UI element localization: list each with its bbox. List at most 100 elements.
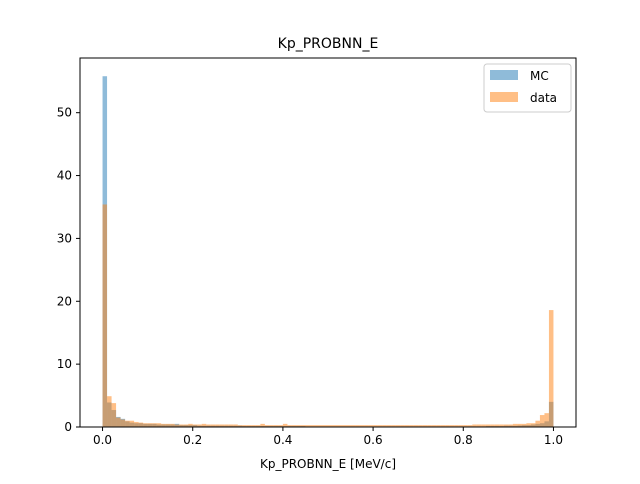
bar-data-bin-87 [494,424,500,427]
bar-data-bin-8 [138,422,144,427]
bar-data-bin-13 [161,423,166,427]
y-tick-label: 0 [64,420,72,434]
bar-data-bin-39 [278,425,283,427]
bar-data-bin-3 [116,417,121,427]
bar-data-bin-78 [454,425,459,427]
bar-data-bin-56 [355,425,360,427]
y-tick-label: 50 [57,106,72,120]
bar-data-bin-15 [170,423,175,427]
bar-data-bin-26 [219,424,225,427]
bar-data-bin-12 [156,423,162,427]
bar-data-bin-16 [174,424,180,427]
bar-data-bin-72 [427,425,432,427]
bar-data-bin-79 [458,425,464,427]
bar-data-bin-46 [309,425,315,427]
bar-data-bin-38 [273,425,279,427]
bar-data-bin-43 [296,425,301,427]
bar-data-bin-18 [183,424,189,427]
bar-data-bin-66 [400,425,405,427]
bar-data-bin-1 [107,396,112,427]
bar-data-bin-84 [481,424,486,427]
bar-data-bin-80 [463,425,468,427]
bar-data-bin-41 [287,425,292,427]
bar-data-bin-42 [291,425,297,427]
bar-data-bin-36 [264,425,270,427]
bar-data-bin-89 [503,424,509,427]
bar-data-bin-44 [300,425,306,427]
bar-data-bin-95 [530,423,536,427]
bar-data-bin-57 [359,425,365,427]
y-tick-label: 40 [57,169,72,183]
x-tick-label: 0.8 [454,433,473,447]
bar-data-bin-4 [120,419,126,427]
bar-data-bin-73 [431,425,437,427]
bar-data-bin-11 [152,423,157,427]
bar-data-bin-20 [192,424,198,427]
bar-data-bin-59 [368,425,374,427]
bar-data-bin-19 [188,423,193,427]
bar-data-bin-99 [548,310,554,427]
x-tick-label: 0.2 [183,433,202,447]
bar-data-bin-27 [224,424,229,427]
bar-data-bin-10 [147,423,153,427]
bar-data-bin-90 [508,424,513,427]
bar-data-bin-94 [526,423,531,427]
bar-data-bin-86 [490,424,495,427]
y-axis: 0 10 20 30 40 50 [57,106,80,434]
x-tick-label: 0.4 [273,433,292,447]
bar-data-bin-5 [125,420,130,427]
bar-data-bin-98 [544,413,549,427]
bar-data-bin-58 [364,425,369,427]
bar-data-bin-88 [499,424,504,427]
bar-data-bin-68 [409,425,414,427]
bar-data-bin-33 [251,425,256,427]
bar-data-bin-64 [391,425,396,427]
legend-label-mc: MC [530,69,549,83]
bar-data-bin-63 [386,425,392,427]
bar-data-bin-21 [197,424,202,427]
y-tick-label: 20 [57,294,72,308]
bar-data-bin-0 [102,204,108,427]
x-axis: 0.0 0.2 0.4 0.6 0.8 1.0 [93,427,563,447]
bar-data-bin-97 [539,415,545,427]
x-axis-label: Kp_PROBNN_E [MeV/c] [260,457,396,471]
bar-data-bin-60 [373,425,378,427]
bar-data-bin-76 [445,425,450,427]
bar-data-bin-54 [346,425,351,427]
bar-data-bin-69 [413,425,419,427]
bar-data-bin-35 [260,423,265,427]
bar-data-bin-14 [165,423,171,427]
bar-data-bin-53 [341,425,347,427]
bar-data-bin-17 [179,424,184,427]
bar-data-bin-34 [255,425,261,427]
bar-data-bin-52 [337,425,342,427]
x-tick-label: 0.6 [364,433,383,447]
bar-data-bin-55 [350,425,356,427]
bar-data-bin-50 [328,425,333,427]
bar-data-bin-77 [449,425,455,427]
bar-data-bin-2 [111,403,117,427]
bar-data-bin-47 [314,425,319,427]
bar-data-bin-85 [485,424,491,427]
legend-label-data: data [530,91,557,105]
bar-data-bin-25 [215,424,220,427]
bar-data-bin-82 [472,424,477,427]
y-tick-label: 30 [57,231,72,245]
bar-data-bin-22 [201,423,207,427]
bar-data-bin-83 [476,424,482,427]
bar-data-bin-6 [129,420,135,427]
legend: MC data [483,63,572,113]
bar-data-bin-48 [318,425,324,427]
bar-data-bin-9 [143,423,148,427]
chart-title: Kp_PROBNN_E [278,36,379,52]
bar-data-bin-74 [436,425,441,427]
bar-data-bin-45 [305,425,310,427]
bar-data-bin-81 [467,425,473,427]
bar-data-bin-61 [377,425,383,427]
bar-data-bin-92 [517,423,522,427]
bar-data-bin-70 [418,425,423,427]
bar-data-bin-37 [269,425,274,427]
bar-data-bin-71 [422,425,428,427]
bar-data-bin-28 [228,424,234,427]
